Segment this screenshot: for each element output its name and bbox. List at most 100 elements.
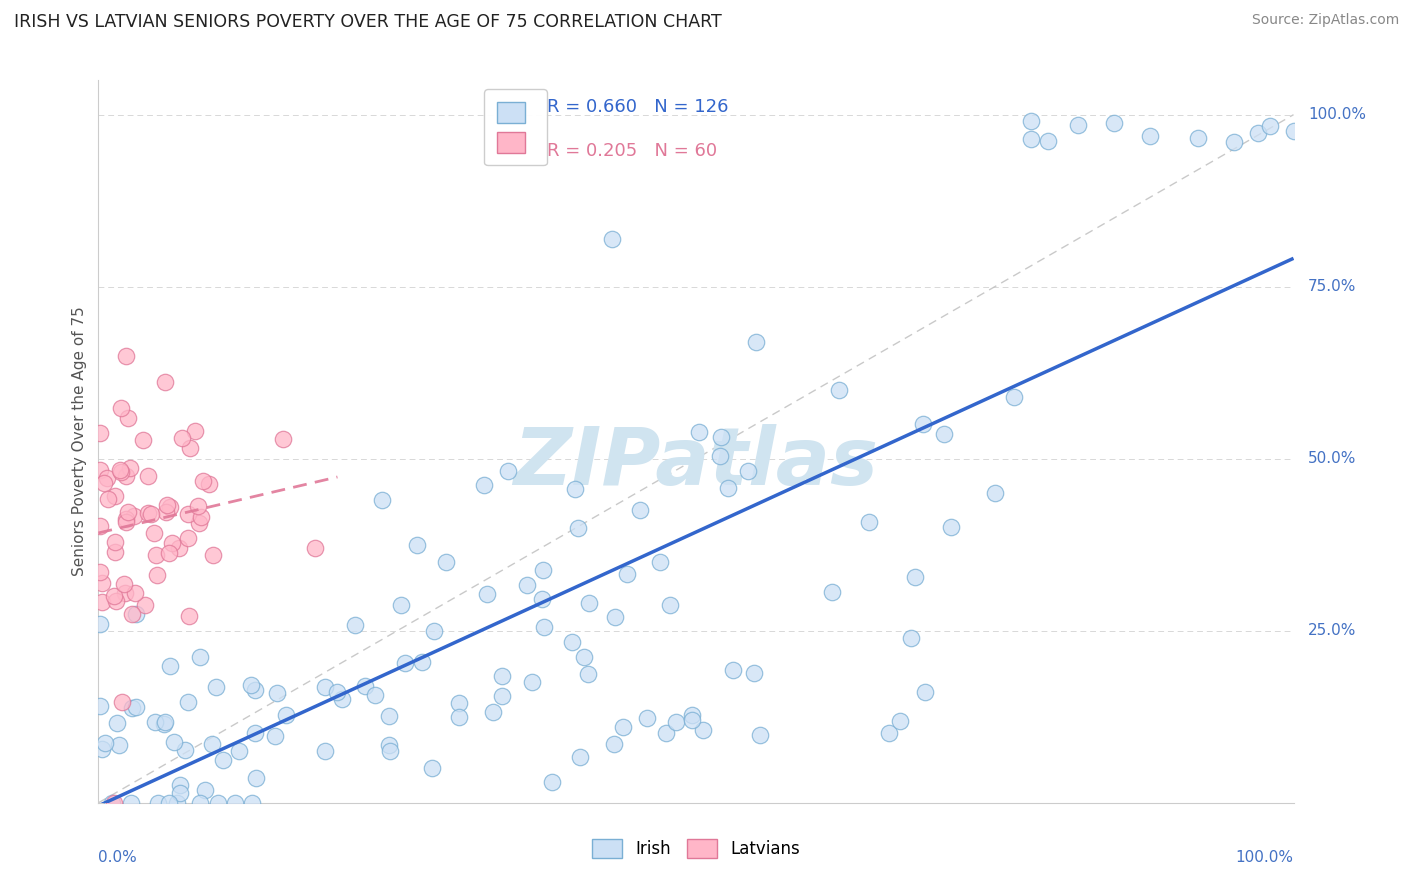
Point	[90, 576, 112, 591]
Point	[93, 736, 115, 750]
Text: R = 0.205   N = 60: R = 0.205 N = 60	[547, 142, 717, 160]
Point	[681, 708, 703, 723]
Point	[134, 598, 156, 612]
Point	[636, 711, 658, 725]
Point	[914, 684, 936, 698]
Text: 25.0%: 25.0%	[1308, 624, 1357, 639]
Point	[531, 591, 554, 606]
Point	[191, 474, 214, 488]
Point	[114, 577, 136, 591]
Point	[264, 729, 287, 743]
Point	[243, 682, 266, 697]
Point	[737, 464, 759, 478]
Point	[612, 720, 634, 734]
Point	[141, 507, 163, 521]
Point	[665, 714, 688, 729]
Point	[475, 587, 498, 601]
Point	[163, 735, 186, 749]
Point	[1019, 131, 1042, 145]
Point	[304, 541, 326, 556]
Point	[166, 796, 188, 810]
Point	[984, 486, 1007, 500]
Point	[157, 796, 180, 810]
Point	[245, 772, 267, 786]
Point	[159, 546, 181, 560]
Point	[423, 624, 446, 639]
Point	[1104, 116, 1126, 130]
Point	[205, 680, 228, 694]
Point	[156, 498, 179, 512]
Text: ZIPatlas: ZIPatlas	[513, 425, 879, 502]
Point	[155, 505, 177, 519]
Point	[188, 796, 211, 810]
Point	[491, 669, 513, 683]
Point	[472, 478, 495, 492]
Point	[121, 700, 143, 714]
Point	[1139, 129, 1161, 144]
Point	[496, 464, 519, 478]
Point	[224, 796, 246, 810]
Point	[172, 431, 194, 445]
Point	[406, 538, 429, 552]
Point	[659, 599, 682, 613]
Point	[145, 548, 167, 562]
Point	[602, 231, 624, 245]
Point	[576, 667, 599, 681]
Point	[709, 449, 731, 463]
Point	[655, 726, 678, 740]
Point	[273, 432, 295, 446]
Point	[240, 796, 263, 810]
Point	[326, 684, 349, 698]
Point	[155, 375, 177, 389]
Point	[105, 715, 128, 730]
Point	[91, 742, 114, 756]
Point	[1247, 126, 1270, 140]
Point	[110, 463, 132, 477]
Point	[378, 744, 401, 758]
Point	[110, 401, 132, 415]
Point	[1258, 119, 1281, 133]
Point	[900, 631, 922, 645]
Point	[744, 666, 766, 681]
Point	[748, 728, 770, 742]
Point	[117, 410, 139, 425]
Point	[877, 726, 900, 740]
Point	[371, 492, 394, 507]
Point	[447, 709, 470, 723]
Point	[121, 607, 143, 621]
Point	[103, 589, 125, 603]
Point	[202, 549, 225, 563]
Point	[207, 796, 229, 810]
Point	[276, 708, 298, 723]
Point	[911, 417, 934, 432]
Point	[628, 503, 651, 517]
Point	[266, 686, 288, 700]
Point	[932, 426, 955, 441]
Point	[125, 700, 148, 714]
Point	[89, 463, 111, 477]
Text: 50.0%: 50.0%	[1308, 451, 1357, 467]
Text: 75.0%: 75.0%	[1308, 279, 1357, 294]
Point	[681, 713, 703, 727]
Point	[710, 430, 733, 444]
Point	[411, 655, 433, 669]
Point	[110, 465, 132, 479]
Point	[169, 541, 191, 555]
Point	[1038, 135, 1060, 149]
Point	[142, 525, 165, 540]
Point	[174, 743, 197, 757]
Point	[858, 515, 880, 529]
Point	[89, 565, 111, 579]
Point	[603, 610, 626, 624]
Point	[114, 586, 136, 600]
Text: 100.0%: 100.0%	[1308, 107, 1365, 122]
Point	[721, 664, 744, 678]
Point	[187, 516, 209, 530]
Point	[378, 739, 401, 753]
Text: R = 0.660   N = 126: R = 0.660 N = 126	[547, 98, 728, 116]
Point	[131, 433, 153, 447]
Point	[188, 649, 211, 664]
Point	[105, 594, 128, 608]
Point	[616, 566, 638, 581]
Point	[159, 659, 181, 673]
